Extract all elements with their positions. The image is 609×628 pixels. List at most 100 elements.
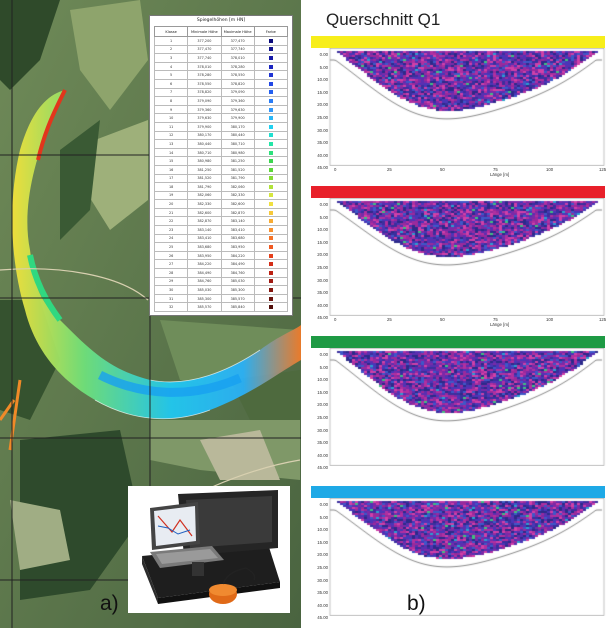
x-tick-label: 25 (387, 317, 392, 322)
legend-color (253, 285, 289, 295)
legend-swatch (268, 116, 273, 121)
legend-swatch (268, 64, 273, 69)
legend-min: 383,680 (187, 242, 222, 252)
cross-section-title: Querschnitt Q1 (326, 10, 441, 29)
x-tick-label: 75 (493, 167, 498, 172)
legend-max: 382,600 (220, 199, 255, 209)
y-tick-label: 25.00 (317, 565, 328, 570)
y-tick-label: 10.00 (317, 77, 328, 83)
legend-class: 20 (153, 199, 189, 209)
y-tick-label: 30.00 (317, 127, 328, 133)
legend-class: 31 (153, 293, 189, 304)
legend-class: 12 (153, 130, 189, 141)
legend-row: 19 382,060 382,330 (153, 190, 289, 201)
legend-max: 380,980 (220, 147, 255, 158)
y-tick-label: 30.00 (317, 577, 328, 583)
legend-row: 7 378,820 379,090 (153, 87, 289, 98)
legend-header-class: Klasse (153, 26, 189, 37)
legend-color (253, 259, 289, 270)
legend-row: 32 385,570 385,840 (153, 302, 289, 312)
legend-row: 4 378,010 378,280 (153, 61, 289, 72)
measurement-device-photo (128, 486, 290, 613)
legend-class: 15 (153, 156, 189, 166)
legend-row: 12 380,170 380,440 (153, 130, 289, 141)
y-tick-label: 20.00 (317, 552, 328, 558)
legend-swatch (268, 73, 273, 78)
legend-max: 383,410 (220, 225, 255, 235)
legend-color (253, 139, 289, 149)
legend-class: 6 (153, 78, 189, 89)
legend-min: 383,140 (187, 225, 222, 235)
velocity-heatmap (310, 348, 606, 466)
legend-min: 380,170 (187, 130, 222, 141)
legend-header-color: Farbe (253, 26, 289, 37)
legend-color (253, 182, 289, 192)
legend-color (253, 242, 289, 252)
velocity-heatmap (310, 498, 606, 616)
y-tick-label: 20.00 (317, 402, 328, 408)
legend-swatch (268, 184, 273, 189)
legend-swatch (268, 47, 273, 52)
y-tick-label: 35.00 (317, 590, 328, 596)
legend-row: 13 380,440 380,710 (153, 139, 289, 149)
legend-row: 30 385,030 385,300 (153, 285, 289, 295)
legend-max: 385,570 (220, 293, 255, 304)
y-tick-label: 35.00 (317, 290, 328, 296)
legend-min: 383,410 (187, 233, 222, 244)
elevation-legend-table: Spiegelhöhen [m HN] Klasse Minimale Höhe… (149, 15, 293, 316)
x-tick-label: 125 (599, 167, 607, 172)
legend-color (253, 96, 289, 106)
legend-swatch (268, 305, 273, 310)
legend-color (253, 276, 289, 287)
y-tick-label: 45.00 (317, 465, 328, 471)
legend-swatch (268, 227, 273, 232)
legend-class: 9 (153, 104, 189, 115)
legend-max: 380,710 (220, 139, 255, 149)
legend-class: 4 (153, 61, 189, 72)
legend-row: 29 384,760 385,030 (153, 276, 289, 287)
legend-swatch (268, 253, 273, 258)
legend-swatch (268, 245, 273, 250)
legend-max: 382,870 (220, 207, 255, 218)
x-tick-label: 0 (334, 317, 337, 322)
y-tick-label: 45.00 (317, 165, 328, 171)
cross-section-plot: 0.00 5.00 10.00 15.00 20.00 25.00 30.00 35.00 40… (310, 486, 606, 626)
x-tick-label: 100 (546, 317, 554, 322)
cross-section-plot: 0.00 5.00 10.00 15.00 20.00 25.00 30.00 35.00 40… (310, 336, 606, 476)
legend-min: 385,300 (187, 293, 222, 304)
legend-swatch (268, 167, 273, 172)
legend-max: 382,060 (220, 182, 255, 192)
legend-class: 13 (153, 139, 189, 149)
legend-min: 381,790 (187, 182, 222, 192)
legend-swatch (268, 141, 273, 146)
y-tick-label: 10.00 (317, 527, 328, 533)
legend-color (253, 78, 289, 89)
y-tick-label: 45.00 (317, 615, 328, 621)
x-tick-label: 25 (387, 167, 392, 172)
y-tick-label: 5.00 (319, 64, 328, 70)
legend-min: 382,060 (187, 190, 222, 201)
legend-color (253, 216, 289, 227)
legend-row: 10 379,630 379,900 (153, 113, 289, 123)
x-tick-label: 100 (546, 167, 554, 172)
legend-min: 382,600 (187, 207, 222, 218)
y-tick-label: 10.00 (317, 377, 328, 383)
legend-swatch (268, 124, 273, 129)
legend-color (253, 199, 289, 209)
legend-row: 21 382,600 382,870 (153, 207, 289, 218)
legend-color (253, 70, 289, 80)
x-axis-title: Länge [m] (490, 172, 510, 177)
legend-class: 7 (153, 87, 189, 98)
legend-class: 26 (153, 250, 189, 261)
legend-class: 30 (153, 285, 189, 295)
y-tick-label: 10.00 (317, 227, 328, 233)
legend-swatch (268, 193, 273, 198)
legend-row: 16 381,250 381,520 (153, 164, 289, 175)
y-tick-label: 0.00 (319, 352, 328, 357)
y-tick-label: 40.00 (317, 602, 328, 608)
legend-class: 23 (153, 225, 189, 235)
legend-color (253, 173, 289, 184)
legend-row: 14 380,710 380,980 (153, 147, 289, 158)
legend-max: 384,490 (220, 259, 255, 270)
legend-min: 380,440 (187, 139, 222, 149)
